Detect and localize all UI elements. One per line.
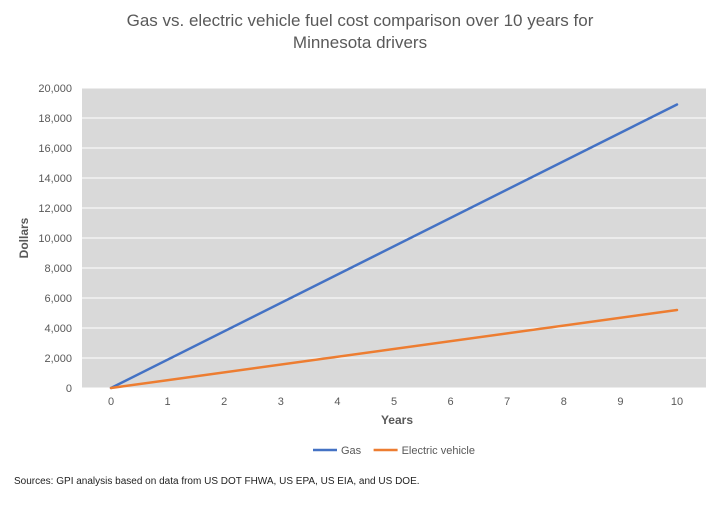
- y-axis-tick-labels: 0 2,000 4,000 6,000 8,000 10,000 12,000 14,000 1…: [38, 83, 72, 395]
- legend-label: Gas: [341, 445, 362, 457]
- y-tick-label: 0: [66, 383, 72, 395]
- y-tick-label: 12,000: [38, 203, 72, 215]
- chart-title: Gas vs. electric vehicle fuel cost compa…: [0, 10, 720, 54]
- x-tick-label: 10: [671, 396, 683, 408]
- chart-title-line-1: Gas vs. electric vehicle fuel cost compa…: [126, 11, 594, 30]
- x-axis-title: Years: [381, 413, 413, 427]
- series-line: [109, 103, 679, 390]
- chart-title-line-2: Minnesota drivers: [292, 33, 428, 52]
- legend-item: Electric vehicle: [373, 445, 475, 457]
- source-note: Sources: GPI analysis based on data from…: [14, 476, 420, 487]
- x-tick-label: 5: [391, 396, 397, 408]
- x-tick-label: 2: [221, 396, 227, 408]
- y-tick-label: 18,000: [38, 113, 72, 125]
- y-tick-label: 20,000: [38, 83, 72, 95]
- legend-label: Electric vehicle: [402, 445, 475, 457]
- y-tick-label: 14,000: [38, 173, 72, 185]
- series-line: [109, 308, 679, 390]
- y-tick-label: 6,000: [44, 293, 72, 305]
- x-tick-label: 0: [108, 396, 114, 408]
- legend-item: Gas: [313, 445, 362, 457]
- x-tick-label: 8: [561, 396, 567, 408]
- y-tick-label: 8,000: [44, 263, 72, 275]
- x-tick-label: 6: [448, 396, 454, 408]
- y-tick-label: 10,000: [38, 233, 72, 245]
- y-axis-title: Dollars: [17, 217, 31, 258]
- x-tick-label: 3: [278, 396, 284, 408]
- x-axis-tick-labels: 0 1 2 3 4 5 6 7 8 9 10: [108, 396, 683, 408]
- x-tick-label: 1: [165, 396, 171, 408]
- series-lines: [109, 103, 679, 390]
- x-tick-label: 9: [617, 396, 623, 408]
- legend: Gas Electric vehicle: [313, 445, 475, 457]
- y-tick-label: 2,000: [44, 353, 72, 365]
- y-tick-label: 4,000: [44, 323, 72, 335]
- y-tick-label: 16,000: [38, 143, 72, 155]
- x-tick-label: 4: [334, 396, 340, 408]
- x-tick-label: 7: [504, 396, 510, 408]
- gridlines: [82, 87, 706, 389]
